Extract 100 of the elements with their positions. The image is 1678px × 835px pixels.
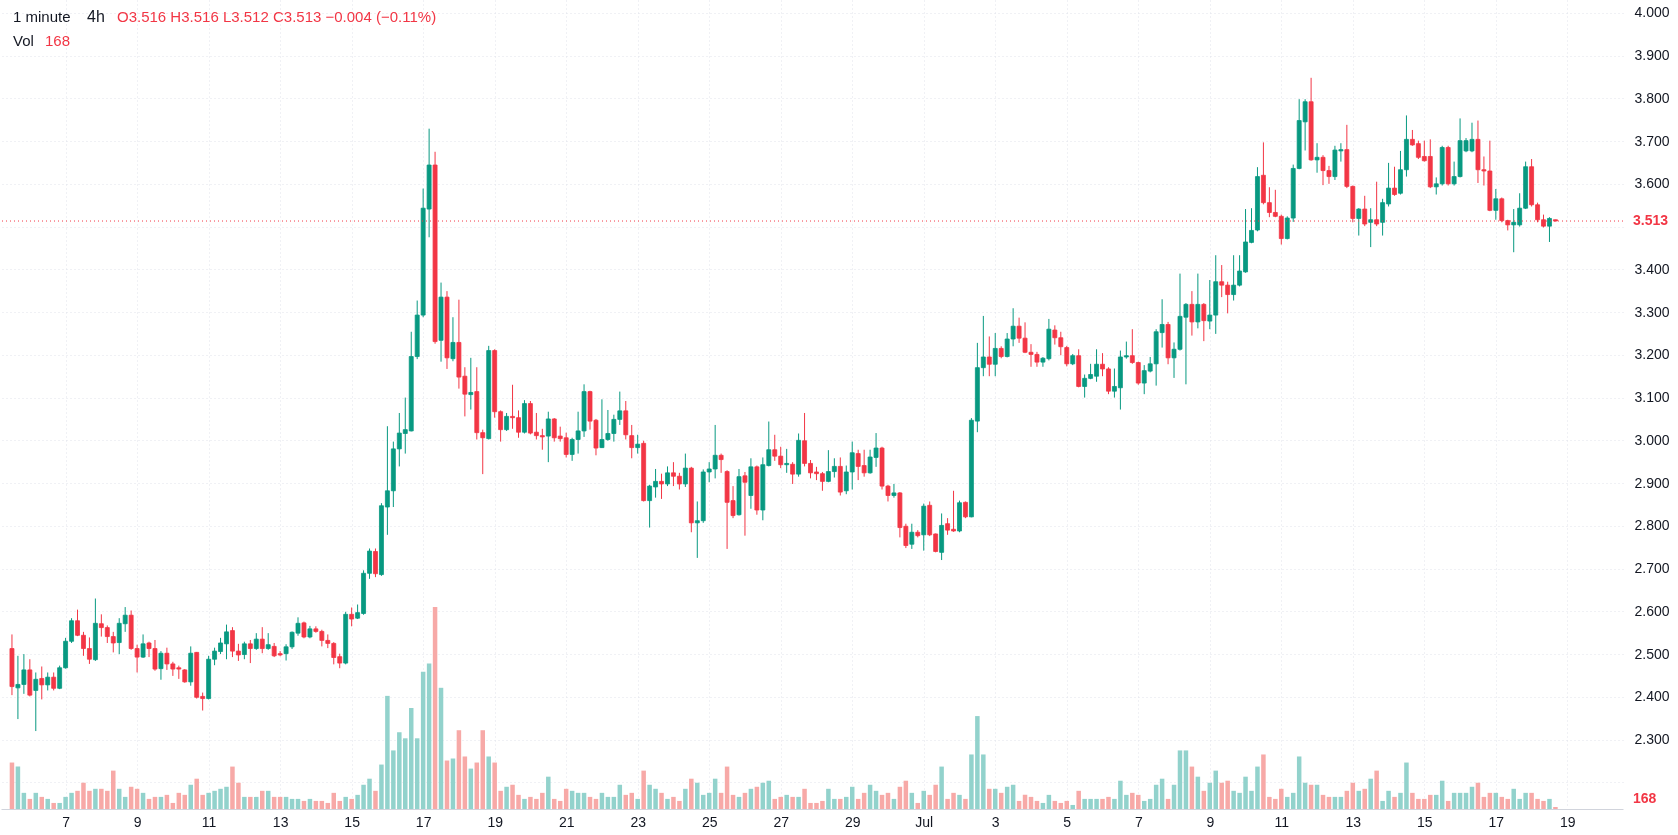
y-tick-label: 3.700 <box>1634 132 1670 149</box>
x-tick-label: 27 <box>773 813 790 830</box>
candlestick <box>140 633 146 659</box>
bar <box>1362 788 1367 809</box>
x-tick-label: 13 <box>1345 813 1362 830</box>
annotation: Vol <box>13 32 34 49</box>
bar <box>784 794 789 809</box>
x-tick-label: 25 <box>701 813 718 830</box>
candlestick <box>1356 207 1362 237</box>
candlestick <box>373 548 378 578</box>
candlestick <box>718 453 724 474</box>
y-tick-label: 2.900 <box>1634 474 1670 491</box>
x-tick-label: 7 <box>62 813 71 830</box>
bar <box>796 796 801 809</box>
candlestick <box>247 639 253 664</box>
candlestick <box>33 671 39 732</box>
bar <box>1070 804 1075 809</box>
bar <box>242 796 247 809</box>
candlestick <box>450 316 456 362</box>
bar <box>51 802 56 809</box>
x-tick-label: 19 <box>1560 813 1576 830</box>
candlestick <box>1189 290 1195 337</box>
bar <box>373 790 378 809</box>
x-tick-label: 11 <box>1274 813 1290 830</box>
x-tick-label: Jul <box>915 813 934 830</box>
bar <box>641 770 646 809</box>
y-tick-label: 2.600 <box>1634 602 1670 619</box>
annotation: 1 minute <box>13 8 71 25</box>
bar <box>1076 790 1081 809</box>
y-tick-label: 3.100 <box>1634 389 1670 406</box>
y-tick-label: 3.400 <box>1634 260 1670 277</box>
bar <box>921 790 926 809</box>
bar <box>1296 756 1302 809</box>
candlestick <box>790 461 796 485</box>
x-tick-label: 15 <box>1417 813 1433 830</box>
x-tick-label: 5 <box>1063 813 1072 830</box>
bar <box>1553 806 1558 809</box>
candlestick <box>784 448 790 474</box>
bar <box>957 794 962 809</box>
candlestick <box>623 400 629 440</box>
candlestick <box>659 473 664 500</box>
y-tick-label: 3.900 <box>1634 47 1670 64</box>
candlestick <box>682 453 688 488</box>
candlestick <box>1392 166 1397 197</box>
y-tick-label: 3.300 <box>1634 303 1670 320</box>
candlestick <box>635 434 641 455</box>
candlestick <box>468 357 474 411</box>
y-tick-label: 2.400 <box>1634 688 1670 705</box>
y-tick-label: 4.000 <box>1634 4 1670 21</box>
x-tick-label: 11 <box>201 813 217 830</box>
y-tick-label: 2.500 <box>1634 645 1670 662</box>
candlestick <box>909 523 915 550</box>
x-tick-label: 3 <box>991 813 1000 830</box>
candlestick <box>545 411 551 463</box>
candlestick <box>39 665 45 700</box>
candlestick <box>665 465 670 487</box>
candlestick <box>1064 345 1070 367</box>
text: 168 <box>1633 790 1657 806</box>
candlestick <box>1493 188 1499 221</box>
y-tick-label: 3.000 <box>1634 431 1670 448</box>
candlestick <box>1314 142 1320 174</box>
bar <box>790 796 795 809</box>
bar <box>683 788 688 809</box>
bar <box>93 788 98 809</box>
candlestick <box>986 335 992 377</box>
chart-title: 4h <box>87 8 105 25</box>
candlestick <box>992 332 998 377</box>
candlestick <box>891 483 897 499</box>
bar <box>462 756 468 809</box>
candlestick <box>629 424 635 459</box>
y-tick-label: 3.600 <box>1634 175 1670 192</box>
bar <box>486 756 491 809</box>
y-tick-label: 2.300 <box>1634 731 1670 748</box>
x-tick-label: 9 <box>133 813 142 830</box>
bar <box>659 792 664 809</box>
bar <box>188 784 193 809</box>
bar <box>504 786 509 809</box>
bar <box>987 788 992 809</box>
bar <box>546 776 551 809</box>
bar <box>254 796 259 809</box>
x-tick-label: 13 <box>272 813 289 830</box>
x-tick-label: 29 <box>844 813 861 830</box>
bar <box>1547 798 1552 809</box>
bar <box>665 798 670 809</box>
x-tick-label: 21 <box>558 813 575 830</box>
bar <box>45 798 50 809</box>
candlestick <box>1201 302 1207 342</box>
y-tick-label: 2.800 <box>1634 517 1670 534</box>
bar <box>349 798 354 809</box>
x-tick-label: 9 <box>1206 813 1215 830</box>
candlestick <box>742 471 748 537</box>
bar <box>939 766 944 809</box>
candlestick <box>1547 216 1552 243</box>
candlestick <box>1195 273 1201 329</box>
x-tick-label: 7 <box>1134 813 1143 830</box>
bar <box>635 798 640 809</box>
bar <box>522 798 527 809</box>
bar <box>1392 796 1397 809</box>
x-tick-label: 23 <box>630 813 647 830</box>
x-tick-label: 17 <box>415 813 432 830</box>
